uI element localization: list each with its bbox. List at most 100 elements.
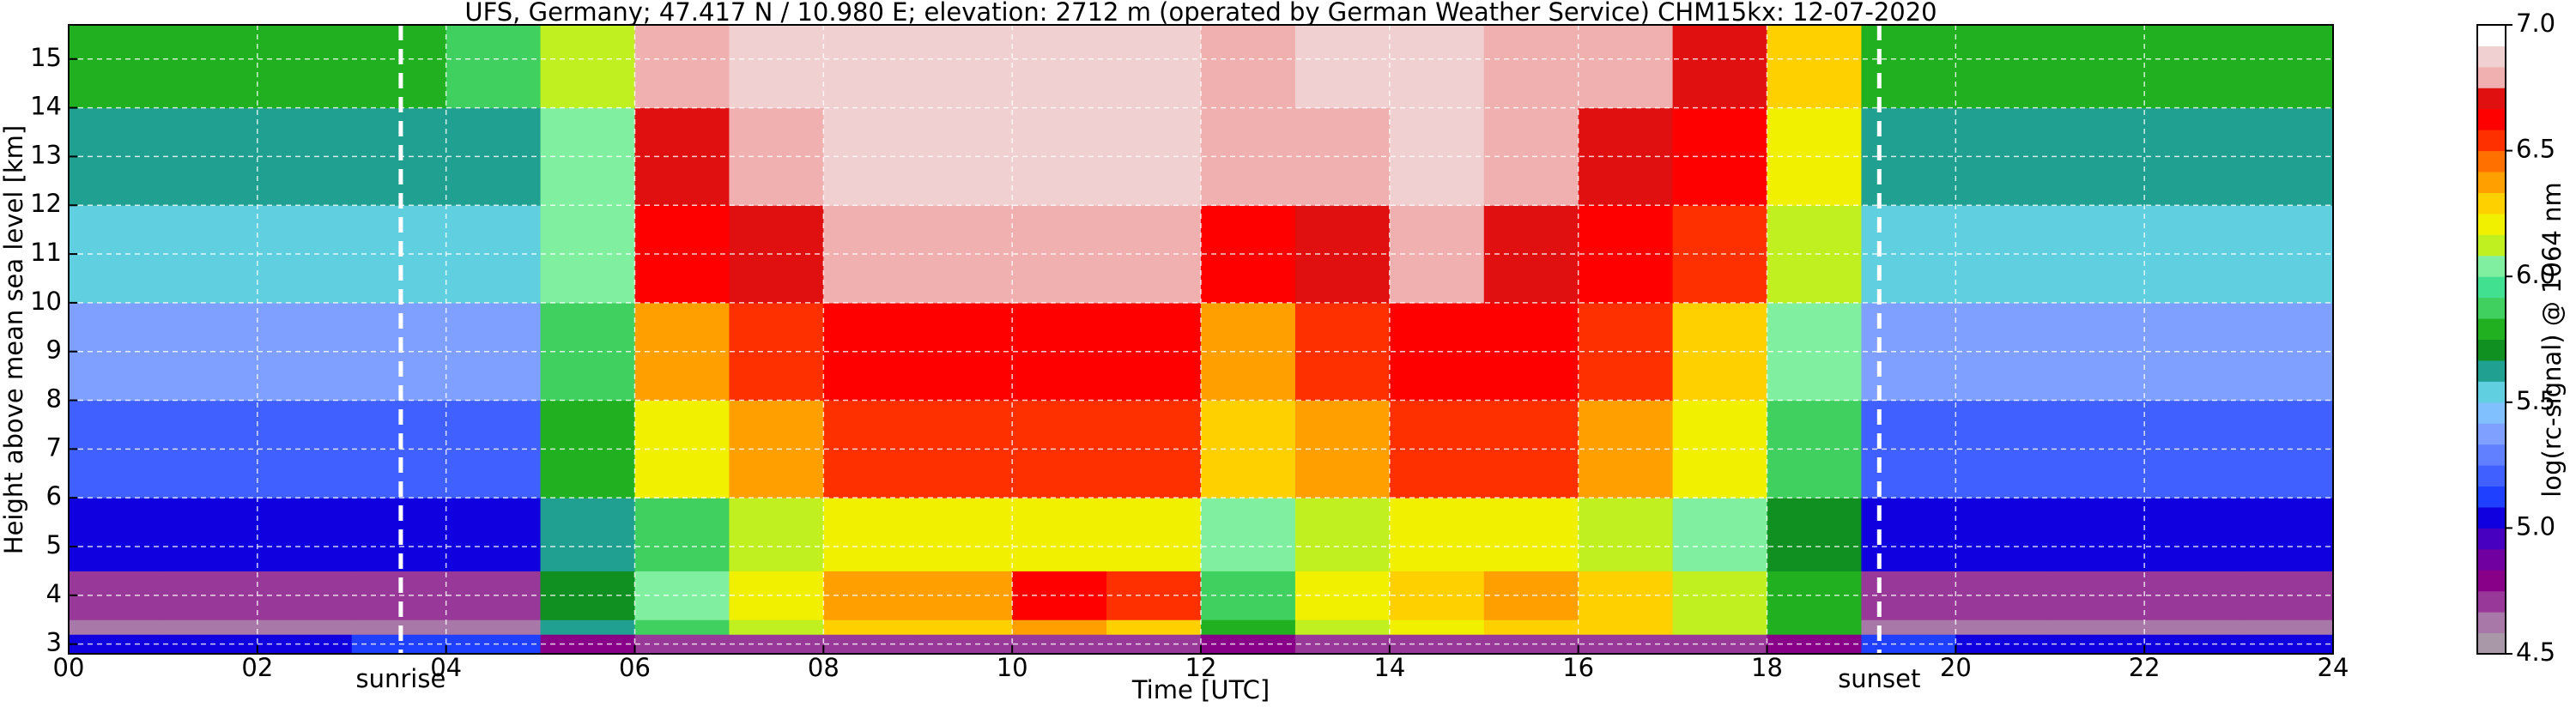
heatmap-cell	[2050, 25, 2145, 109]
heatmap-cell	[257, 25, 353, 109]
heatmap-cell	[1294, 498, 1391, 571]
colorbar-segment	[2477, 130, 2506, 152]
heatmap-cell	[2239, 25, 2334, 109]
annotation-label: sunset	[1838, 664, 1920, 693]
heatmap-cell	[1483, 25, 1579, 109]
heatmap-cell	[69, 619, 164, 635]
heatmap-cell	[1672, 25, 1767, 109]
y-tick-label: 7	[46, 432, 62, 462]
colorbar-segment	[2477, 318, 2506, 340]
colorbar-segment	[2477, 108, 2506, 130]
heatmap-cell	[1955, 619, 2051, 635]
heatmap-cell	[823, 619, 918, 635]
y-tick-label: 10	[30, 287, 62, 316]
x-tick-label: 10	[997, 653, 1028, 682]
heatmap-cell	[162, 25, 258, 109]
heatmap-cell	[540, 498, 635, 571]
heatmap-cell	[445, 25, 542, 109]
heatmap-cell	[1106, 634, 1202, 655]
heatmap-cell	[1389, 25, 1485, 109]
heatmap-cell	[69, 25, 164, 109]
heatmap-cell	[729, 619, 824, 635]
heatmap-cell	[540, 619, 635, 635]
heatmap-cell	[1483, 619, 1579, 635]
heatmap-cell	[1106, 25, 1202, 109]
x-tick-label: 20	[1940, 653, 1972, 682]
heatmap-cell	[1955, 25, 2051, 109]
heatmap-cell	[257, 619, 353, 635]
heatmap-cell	[162, 619, 258, 635]
colorbar-segment	[2477, 506, 2506, 529]
heatmap-cell	[540, 25, 635, 109]
heatmap-cell	[2239, 634, 2334, 655]
x-tick-label: 04	[430, 653, 462, 682]
colorbar-segment	[2477, 402, 2506, 424]
colorbar-label: log(rc-signal) @ 1064 nm	[2537, 182, 2567, 497]
heatmap-cell	[162, 498, 258, 571]
colorbar-segment	[2477, 297, 2506, 319]
heatmap-cell	[1672, 634, 1767, 655]
colorbar-segment	[2477, 465, 2506, 487]
heatmap-cell	[2144, 619, 2240, 635]
heatmap-cell	[1201, 619, 1296, 635]
colorbar-segment	[2477, 486, 2506, 508]
colorbar-tick-label: 6.5	[2516, 135, 2555, 164]
heatmap-cell	[634, 634, 730, 655]
colorbar-tick-label: 5.0	[2516, 511, 2555, 541]
y-tick-label: 15	[30, 43, 62, 72]
heatmap-cell	[1861, 498, 1956, 571]
heatmap-cell	[918, 619, 1013, 635]
heatmap-cell	[1201, 25, 1296, 109]
colorbar-tick-label: 7.0	[2516, 9, 2555, 38]
heatmap-cell	[1294, 619, 1391, 635]
heatmap-cell	[729, 25, 824, 109]
colorbar-segment	[2477, 192, 2506, 215]
x-tick-label: 00	[53, 653, 85, 682]
x-tick-label: 06	[619, 653, 651, 682]
colorbar-segment	[2477, 150, 2506, 172]
colorbar-segment	[2477, 381, 2506, 403]
colorbar-segment	[2477, 339, 2506, 361]
heatmap-cell	[1861, 634, 1956, 655]
y-tick-label: 6	[46, 481, 62, 511]
colorbar-segment	[2477, 590, 2506, 613]
heatmap-cell	[918, 498, 1013, 571]
colorbar-tick-label: 6.0	[2516, 260, 2555, 289]
heatmap-cell	[823, 498, 918, 571]
heatmap-cell	[445, 634, 542, 655]
heatmap-cell	[257, 498, 353, 571]
heatmap-cell	[2050, 634, 2145, 655]
heatmap-cell	[2050, 619, 2145, 635]
x-tick-label: 08	[808, 653, 839, 682]
y-tick-label: 14	[30, 92, 62, 121]
y-tick-label: 5	[46, 530, 62, 559]
colorbar-segment	[2477, 25, 2506, 46]
heatmap-cell	[1201, 634, 1296, 655]
heatmap-cell	[1955, 498, 2051, 571]
heatmap-cell	[729, 498, 824, 571]
heatmap-cell	[634, 25, 730, 109]
y-tick-label: 13	[30, 140, 62, 169]
heatmap-cell	[1767, 25, 1862, 109]
heatmap-cell	[540, 634, 635, 655]
colorbar-segment	[2477, 548, 2506, 571]
colorbar-segment	[2477, 88, 2506, 110]
heatmap-cell	[823, 634, 918, 655]
x-tick-label: 02	[241, 653, 273, 682]
heatmap-cell	[823, 25, 918, 109]
colorbar-segment	[2477, 612, 2506, 634]
heatmap-cell	[1767, 619, 1862, 635]
colorbar-segment	[2477, 66, 2506, 88]
colorbar-segment	[2477, 234, 2506, 257]
chart-title: UFS, Germany; 47.417 N / 10.980 E; eleva…	[464, 0, 1937, 27]
heatmap-cell	[2144, 25, 2240, 109]
heatmap-cell	[1955, 634, 2051, 655]
x-tick-label: 24	[2318, 653, 2349, 682]
y-axis-label: Height above mean sea level [km]	[0, 125, 28, 554]
colorbar-segment	[2477, 444, 2506, 466]
colorbar-tick-label: 5.5	[2516, 386, 2555, 415]
heatmap-cell	[1578, 619, 1674, 635]
heatmap-cell	[1012, 634, 1107, 655]
x-tick-label: 14	[1373, 653, 1405, 682]
